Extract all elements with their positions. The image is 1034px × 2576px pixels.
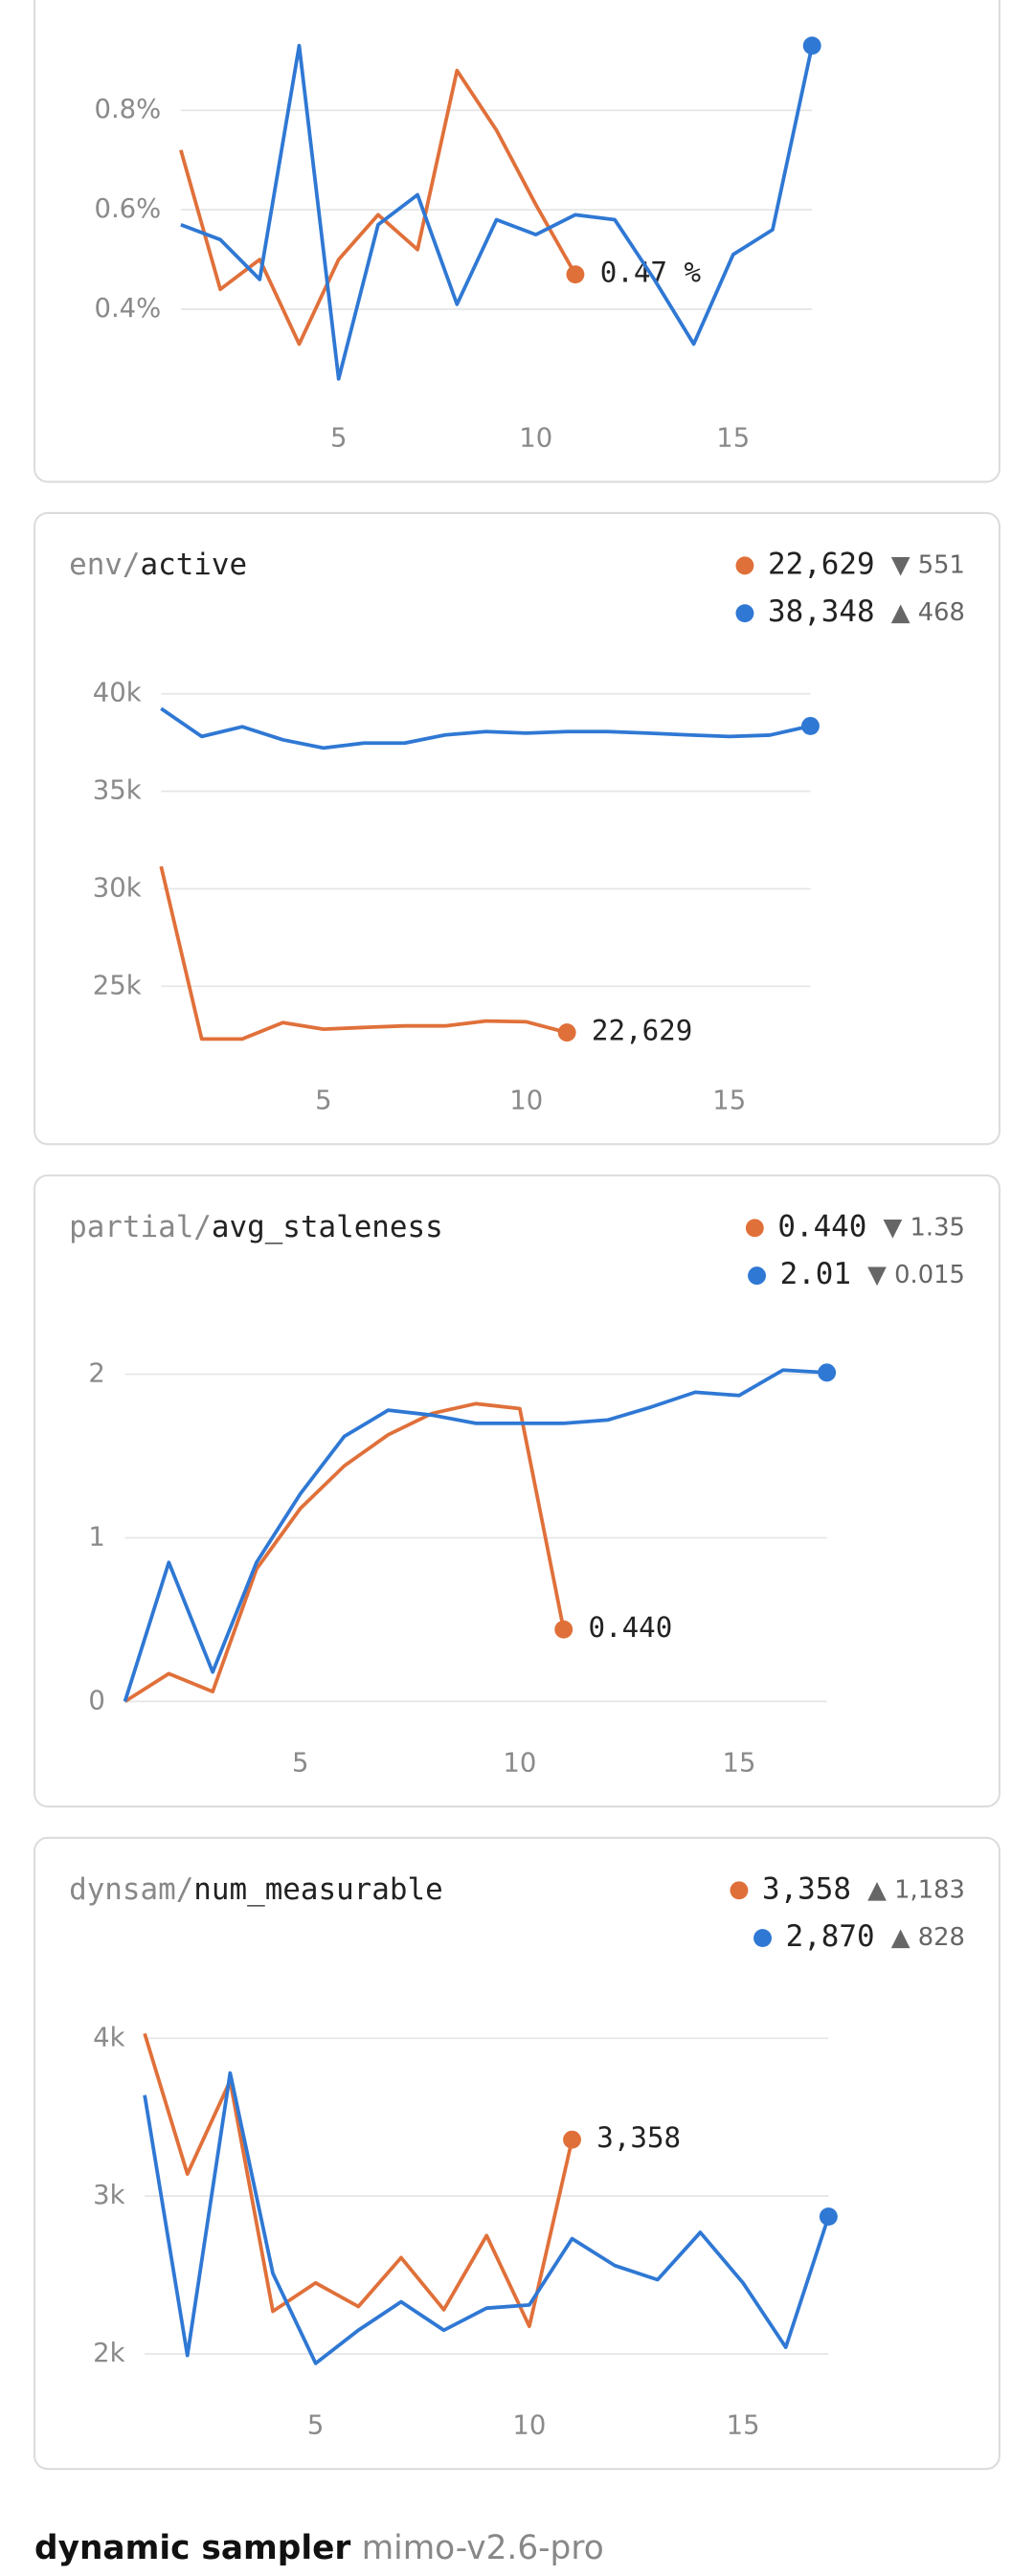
legend-delta: ▼ 551 xyxy=(891,550,965,579)
series-line xyxy=(143,2032,574,2329)
legend-value: 3,358 xyxy=(762,1871,851,1906)
footer-title: dynamic sampler xyxy=(34,2529,350,2567)
title-name: num_measurable xyxy=(193,1871,442,1906)
end-point xyxy=(554,1620,573,1639)
title-prefix: env/ xyxy=(69,547,140,581)
series-line xyxy=(123,1368,827,1702)
legend-swatch xyxy=(748,1266,766,1286)
card xyxy=(34,1174,1000,1808)
y-tick-label: 0.6% xyxy=(94,194,161,224)
y-tick-label: 25k xyxy=(93,971,142,1000)
legend-swatch xyxy=(753,1929,772,1948)
x-tick-label: 15 xyxy=(727,2411,760,2441)
end-point xyxy=(802,36,821,56)
end-point xyxy=(801,716,820,735)
series-line xyxy=(179,68,577,347)
legend-delta: ▲ 1,183 xyxy=(867,1875,965,1904)
chart-title: env/active xyxy=(69,547,247,581)
legend-value: 38,348 xyxy=(768,594,875,629)
title-name: avg_staleness xyxy=(212,1209,443,1243)
end-point xyxy=(818,1363,837,1382)
title-name: active xyxy=(141,547,248,581)
y-tick-label: 1 xyxy=(88,1522,104,1552)
legend-delta: ▲ 828 xyxy=(891,1923,965,1952)
x-tick-label: 5 xyxy=(315,1086,331,1116)
y-tick-label: 2k xyxy=(93,2339,124,2368)
series-line xyxy=(159,865,568,1042)
title-prefix: dynsam/ xyxy=(69,1871,193,1906)
end-label: 22,629 xyxy=(592,1015,692,1047)
legend-value: 2.01 xyxy=(780,1257,851,1291)
chart-title: dynsam/num_measurable xyxy=(69,1871,443,1906)
x-tick-label: 10 xyxy=(512,2411,546,2441)
y-tick-label: 30k xyxy=(93,873,142,903)
x-tick-label: 10 xyxy=(519,424,552,454)
y-tick-label: 2 xyxy=(88,1359,104,1389)
chart-title: partial/avg_staleness xyxy=(69,1209,443,1243)
legend-delta: ▼ 1.35 xyxy=(884,1213,965,1242)
end-point xyxy=(819,2207,838,2227)
legend-value: 0.440 xyxy=(777,1209,866,1243)
legend-swatch xyxy=(735,556,754,575)
legend-value: 22,629 xyxy=(768,547,875,581)
x-tick-label: 5 xyxy=(307,2411,324,2441)
legend-swatch xyxy=(735,604,754,623)
footer-model: mimo-v2.6-pro xyxy=(362,2529,604,2567)
end-point xyxy=(557,1023,576,1042)
y-tick-label: 40k xyxy=(93,679,142,708)
series-line xyxy=(180,43,815,381)
series-line xyxy=(124,1401,566,1704)
legend-delta: ▼ 0.015 xyxy=(867,1261,965,1289)
x-tick-label: 15 xyxy=(723,1749,756,1779)
y-tick-label: 3k xyxy=(93,2181,124,2210)
end-label: 0.440 xyxy=(588,1611,672,1644)
x-tick-label: 10 xyxy=(503,1749,536,1779)
x-tick-label: 5 xyxy=(330,424,347,454)
x-tick-label: 15 xyxy=(712,1086,746,1116)
series-line xyxy=(143,2071,831,2365)
y-tick-label: 4k xyxy=(93,2023,124,2052)
legend-swatch xyxy=(745,1219,764,1238)
y-tick-label: 0.4% xyxy=(94,294,161,324)
y-tick-label: 35k xyxy=(93,776,142,806)
legend-delta: ▲ 468 xyxy=(891,598,965,627)
end-point xyxy=(563,2130,581,2149)
y-tick-label: 0 xyxy=(88,1686,104,1715)
legend-swatch xyxy=(730,1881,749,1900)
end-point xyxy=(566,265,585,284)
legend-value: 2,870 xyxy=(786,1919,875,1954)
x-tick-label: 15 xyxy=(716,424,750,454)
x-tick-label: 10 xyxy=(509,1086,543,1116)
end-label: 3,358 xyxy=(596,2121,681,2154)
series-line xyxy=(160,706,811,750)
title-prefix: partial/ xyxy=(69,1209,212,1243)
x-tick-label: 5 xyxy=(292,1749,308,1779)
y-tick-label: 0.8% xyxy=(94,95,161,124)
card xyxy=(34,0,1000,483)
